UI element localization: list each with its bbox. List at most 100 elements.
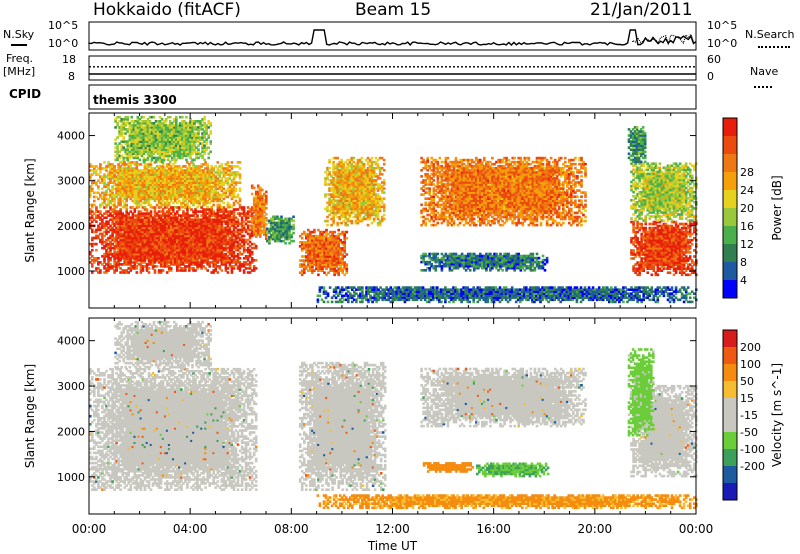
power-panel-cell xyxy=(91,242,94,246)
power-panel-cell xyxy=(190,248,193,252)
power-panel-cell xyxy=(188,267,191,270)
power-panel-cell xyxy=(184,181,187,184)
power-panel-cell xyxy=(309,261,312,264)
power-panel-cell xyxy=(172,216,175,219)
power-panel-cell xyxy=(125,181,128,184)
power-panel-cell xyxy=(95,210,98,213)
power-panel-cell xyxy=(180,171,183,174)
power-panel-cell xyxy=(284,227,287,231)
power-panel-cell xyxy=(178,246,181,250)
power-panel-cell xyxy=(139,210,143,213)
power-panel-cell xyxy=(153,224,157,228)
power-panel-cell xyxy=(178,208,181,211)
power-panel-cell xyxy=(156,150,160,154)
power-panel-cell xyxy=(218,208,222,211)
power-panel-cell xyxy=(127,248,130,252)
power-panel-cell xyxy=(214,212,217,215)
power-panel-cell xyxy=(117,220,120,223)
power-panel-cell xyxy=(145,193,149,197)
power-panel-cell xyxy=(238,246,242,250)
power-panel-cell xyxy=(131,218,135,221)
power-panel-cell xyxy=(115,250,118,254)
power-panel-cell xyxy=(276,233,279,237)
power-panel-cell xyxy=(147,228,151,232)
power-panel-cell xyxy=(117,163,120,166)
power-panel-cell xyxy=(234,208,238,211)
power-panel-cell xyxy=(166,128,170,131)
power-panel-cell xyxy=(125,197,128,201)
power-panel-cell xyxy=(99,228,102,232)
power-panel-cell xyxy=(261,215,264,218)
power-panel-cell xyxy=(176,165,179,168)
power-panel-cell xyxy=(224,193,228,197)
power-panel-cell xyxy=(116,115,119,119)
power-panel-cell xyxy=(192,173,195,176)
power-panel-cell xyxy=(116,122,119,125)
power-panel-cell xyxy=(165,175,169,178)
power-panel-cell xyxy=(307,241,310,244)
power-panel-cell xyxy=(173,138,176,141)
power-panel-cell xyxy=(242,228,246,232)
power-panel-cell xyxy=(210,189,213,193)
power-panel-cell xyxy=(323,249,326,252)
power-panel-cell xyxy=(202,169,205,172)
power-panel-cell xyxy=(198,224,201,228)
power-panel-cell xyxy=(307,236,310,240)
power-panel-cell xyxy=(204,179,207,182)
power-panel-cell xyxy=(234,173,238,176)
power-panel-cell xyxy=(149,187,153,191)
power-panel-cell xyxy=(182,246,185,250)
power-panel-cell xyxy=(95,171,98,174)
power-panel-cell xyxy=(224,210,228,213)
power-panel-cell xyxy=(327,249,330,252)
power-panel-cell xyxy=(131,242,135,246)
power-panel-cell xyxy=(146,130,150,133)
power-panel-cell xyxy=(261,206,264,210)
power-panel-cell xyxy=(107,263,110,266)
power-panel-cell xyxy=(148,146,152,149)
power-panel-cell xyxy=(329,265,332,268)
power-panel-cell xyxy=(199,122,202,125)
power-panel-cell xyxy=(317,263,320,266)
power-panel-cell xyxy=(151,246,155,250)
power-panel-cell xyxy=(99,216,102,219)
power-panel-cell xyxy=(325,234,328,238)
power-panel-cell xyxy=(196,191,199,195)
power-panel-cell xyxy=(149,179,153,182)
power-panel-cell xyxy=(101,197,104,201)
power-panel-cell xyxy=(162,132,166,135)
power-panel-cell xyxy=(218,267,222,270)
power-panel-cell xyxy=(198,218,201,221)
power-panel-cell xyxy=(270,219,273,223)
power-panel-cell xyxy=(198,167,201,170)
power-panel-cell xyxy=(125,171,128,174)
power-panel-cell xyxy=(184,232,187,236)
power-panel-cell xyxy=(115,234,118,238)
power-panel-cell xyxy=(184,177,187,180)
power-panel-cell xyxy=(161,246,165,250)
power-panel-cell xyxy=(113,246,116,250)
power-panel-cell xyxy=(168,138,172,141)
power-panel-cell xyxy=(163,216,167,219)
power-panel-cell xyxy=(144,142,148,145)
power-panel-cell xyxy=(135,261,139,264)
power-panel-cell xyxy=(195,138,198,141)
power-panel-cell xyxy=(333,245,336,248)
power-panel-cell xyxy=(188,197,191,201)
power-panel-cell xyxy=(234,246,238,250)
power-panel-cell xyxy=(127,191,130,195)
power-panel-cell xyxy=(208,236,211,240)
power-panel-cell xyxy=(232,193,236,197)
power-panel-cell xyxy=(218,236,222,240)
power-panel-cell xyxy=(329,255,332,258)
power-panel-cell xyxy=(151,242,155,246)
power-panel-cell xyxy=(105,222,108,226)
power-panel-cell xyxy=(161,242,165,246)
power-panel-cell xyxy=(129,216,133,219)
power-panel-cell xyxy=(323,236,326,240)
power-panel-cell xyxy=(178,236,181,240)
power-panel-cell xyxy=(256,192,260,196)
power-panel-cell xyxy=(198,199,201,203)
power-panel-cell xyxy=(145,236,149,240)
power-panel-cell xyxy=(196,252,199,256)
